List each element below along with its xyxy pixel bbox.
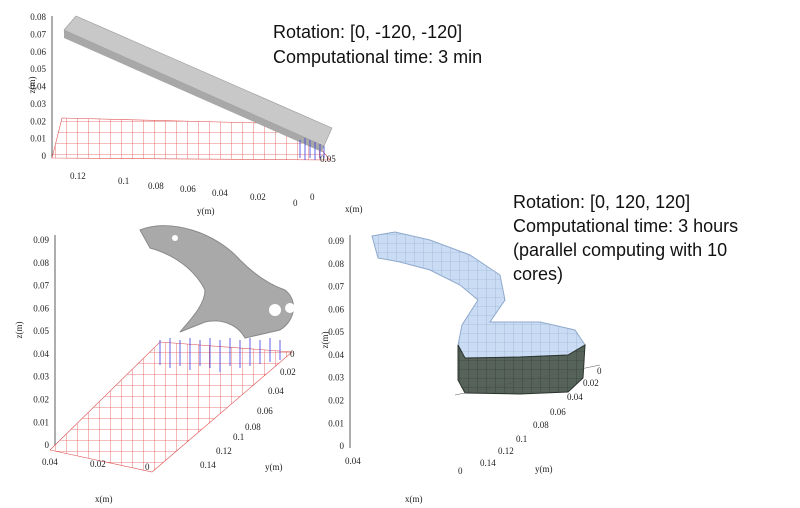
y-tick-label: 0.06 [550,407,566,417]
z-tick-label: 0.03 [33,372,49,382]
y-axis-title: y(m) [197,206,215,216]
z-tick-label: 0 [340,441,345,451]
z-tick-label: 0.07 [328,282,344,292]
annotation: (parallel computing with 10 [513,240,727,260]
z-tick-label: 0.06 [33,303,49,313]
y-tick-label: 0.06 [180,184,196,194]
y-tick-label: 0 [290,349,295,359]
z-tick-label: 0.08 [33,258,49,268]
z-tick-label: 0.03 [30,99,46,109]
y-tick-label: 0.08 [245,422,261,432]
z-tick-label: 0.03 [328,373,344,383]
y-tick-label: 0 [597,366,602,376]
x-tick-label: 0.04 [345,456,361,466]
y-tick-label: 0.12 [70,171,86,181]
x-tick-label: 0 [458,466,463,476]
z-tick-label: 0.02 [328,396,344,406]
x-tick-label: 0.05 [320,154,336,164]
z-tick-label: 0.07 [30,29,46,39]
y-tick-label: 0.1 [118,176,129,186]
x-tick-label: 0 [145,462,150,472]
z-tick-label: 0.02 [30,116,46,126]
annotation: cores) [513,264,563,284]
x-axis-title: x(m) [95,494,113,504]
y-tick-label: 0.1 [233,432,244,442]
z-tick-label: 0.05 [33,326,49,336]
x-axis-title: x(m) [345,204,363,214]
z-tick-label: 0.01 [328,418,344,428]
panel-2 [50,226,295,472]
y-tick-label: 0.02 [250,192,266,202]
z-tick-label: 0.04 [33,349,49,359]
z-tick-label: 0.08 [328,259,344,269]
z-axis-title: z(m) [27,77,37,94]
y-axis-title: y(m) [535,464,553,474]
x-axis-title: x(m) [405,494,423,504]
z-tick-label: 0.07 [33,281,49,291]
z-tick-label: 0.01 [33,417,49,427]
z-axis-title: z(m) [14,322,24,339]
z-tick-label: 0.06 [328,304,344,314]
z-tick-label: 0.06 [30,47,46,57]
y-tick-label: 0.14 [480,458,496,468]
y-tick-label: 0.04 [212,188,228,198]
z-tick-label: 0.02 [33,395,49,405]
z-tick-label: 0 [42,151,47,161]
y-tick-label: 0.08 [148,181,164,191]
z-tick-label: 0.09 [328,236,344,246]
y-tick-label: 0.14 [200,460,216,470]
z-tick-label: 0.05 [328,327,344,337]
annotation: Rotation: [0, -120, -120] [273,22,462,42]
y-tick-label: 0.12 [216,446,232,456]
annotation: Computational time: 3 min [273,47,482,67]
z-tick-label: 0.08 [30,12,46,22]
y-tick-label: 0.02 [280,367,296,377]
z-tick-label: 0 [45,440,50,450]
y-axis-title: y(m) [265,462,283,472]
x-tick-label: 0.04 [42,457,58,467]
annotation: Computational time: 3 hours [513,216,738,236]
annotation: Rotation: [0, 120, 120] [513,192,690,212]
z-tick-label: 0.01 [30,134,46,144]
figure: Rotation: [0, -120, -120] Computational t… [0,0,800,508]
y-tick-label: 0.02 [583,378,599,388]
x-tick-label: 0.02 [90,459,106,469]
y-tick-label: 0 [293,198,298,208]
y-tick-label: 0.12 [498,446,514,456]
z-tick-label: 0.09 [33,235,49,245]
z-axis-title: z(m) [320,332,330,349]
y-tick-label: 0.04 [268,386,284,396]
y-tick-label: 0.06 [257,406,273,416]
y-tick-label: 0.08 [533,420,549,430]
z-tick-label: 0.04 [328,350,344,360]
y-tick-label: 0.1 [516,434,527,444]
y-tick-label: 0.04 [567,392,583,402]
x-tick-label: 0 [310,192,315,202]
z-tick-label: 0.05 [30,64,46,74]
